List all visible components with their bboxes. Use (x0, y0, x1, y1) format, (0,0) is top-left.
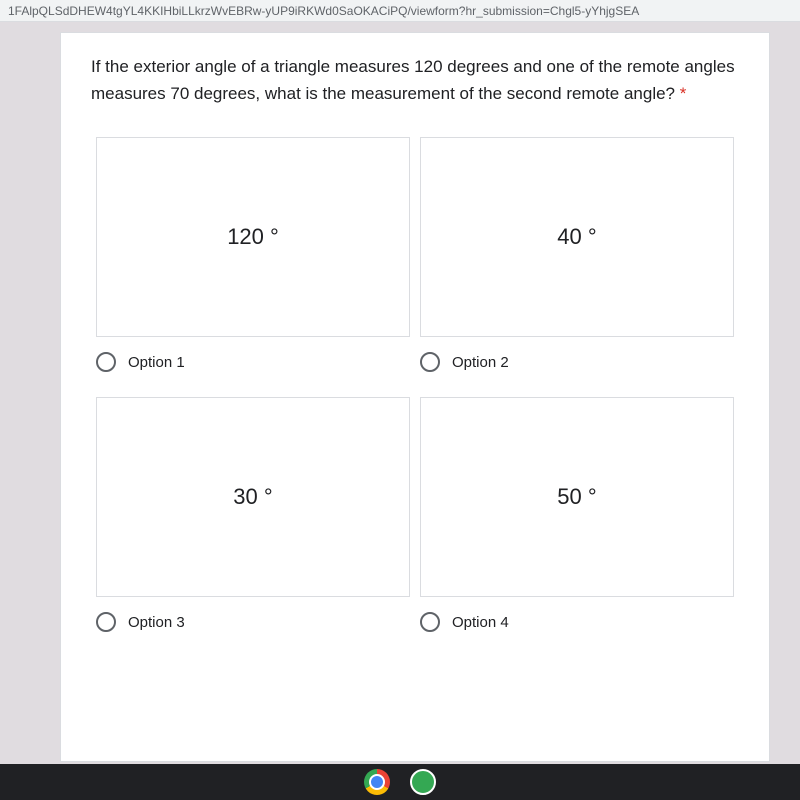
option-radio-row-4[interactable]: Option 4 (415, 597, 739, 657)
url-bar[interactable]: 1FAlpQLSdDHEW4tgYL4KKIHbiLLkrzWvEBRw-yUP… (0, 0, 800, 22)
option-label-2: Option 2 (452, 354, 509, 371)
app-icon[interactable] (410, 769, 436, 795)
question-body: If the exterior angle of a triangle meas… (91, 57, 735, 103)
option-cell-1[interactable]: 120 ° Option 1 (91, 137, 415, 397)
option-image-1: 120 ° (96, 137, 410, 337)
radio-icon[interactable] (420, 612, 440, 632)
question-text: If the exterior angle of a triangle meas… (91, 53, 739, 107)
option-label-1: Option 1 (128, 354, 185, 371)
option-label-4: Option 4 (452, 614, 509, 631)
option-image-4: 50 ° (420, 397, 734, 597)
option-radio-row-3[interactable]: Option 3 (91, 597, 415, 657)
radio-icon[interactable] (96, 612, 116, 632)
option-cell-3[interactable]: 30 ° Option 3 (91, 397, 415, 657)
radio-icon[interactable] (420, 352, 440, 372)
option-image-3: 30 ° (96, 397, 410, 597)
form-card: If the exterior angle of a triangle meas… (60, 32, 770, 762)
option-image-2: 40 ° (420, 137, 734, 337)
option-radio-row-2[interactable]: Option 2 (415, 337, 739, 397)
option-radio-row-1[interactable]: Option 1 (91, 337, 415, 397)
chrome-icon[interactable] (364, 769, 390, 795)
option-cell-4[interactable]: 50 ° Option 4 (415, 397, 739, 657)
options-grid: 120 ° Option 1 40 ° Option 2 30 ° Option… (91, 137, 739, 657)
taskbar (0, 764, 800, 800)
required-marker: * (675, 84, 686, 103)
option-cell-2[interactable]: 40 ° Option 2 (415, 137, 739, 397)
option-label-3: Option 3 (128, 614, 185, 631)
radio-icon[interactable] (96, 352, 116, 372)
